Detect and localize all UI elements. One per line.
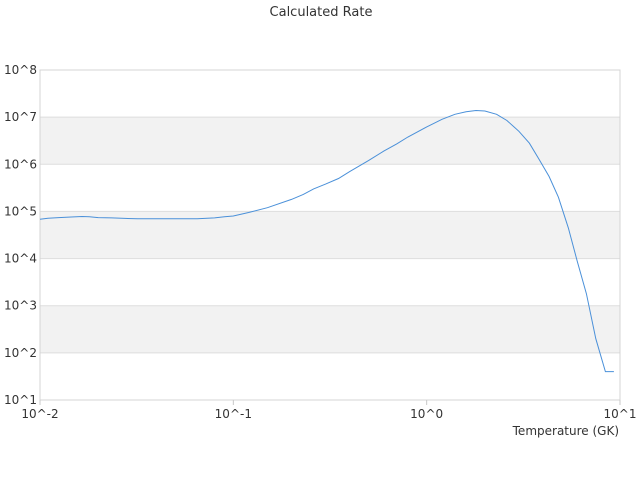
x-tick-label: 10^0	[410, 407, 443, 421]
grid-band	[40, 305, 620, 353]
y-tick-label: 10^4	[4, 252, 37, 266]
y-axis-ticks: 10^1 10^2 10^3 10^4 10^5 10^6 10^7 10^8	[4, 63, 37, 407]
chart-title: Calculated Rate	[270, 5, 373, 20]
series-group	[39, 109, 614, 373]
x-tick-label: 10^-1	[215, 407, 252, 421]
plot-area	[39, 69, 621, 401]
plot-bands	[40, 117, 620, 353]
series-line	[39, 109, 614, 373]
y-tick-label: 10^5	[4, 204, 37, 218]
x-axis-label: Temperature (GK)	[512, 424, 619, 438]
x-axis-ticks: 10^-2 10^-1 10^0 10^1	[21, 400, 636, 421]
x-tick-label: 10^1	[604, 407, 637, 421]
grid-band	[40, 117, 620, 165]
y-tick-label: 10^3	[4, 299, 37, 313]
y-tick-label: 10^2	[4, 346, 37, 360]
y-tick-label: 10^6	[4, 157, 37, 171]
grid-band	[40, 211, 620, 259]
y-tick-label: 10^7	[4, 110, 37, 124]
x-tick-label: 10^-2	[21, 407, 58, 421]
y-tick-label: 10^8	[4, 63, 37, 77]
y-tick-label: 10^1	[4, 393, 37, 407]
